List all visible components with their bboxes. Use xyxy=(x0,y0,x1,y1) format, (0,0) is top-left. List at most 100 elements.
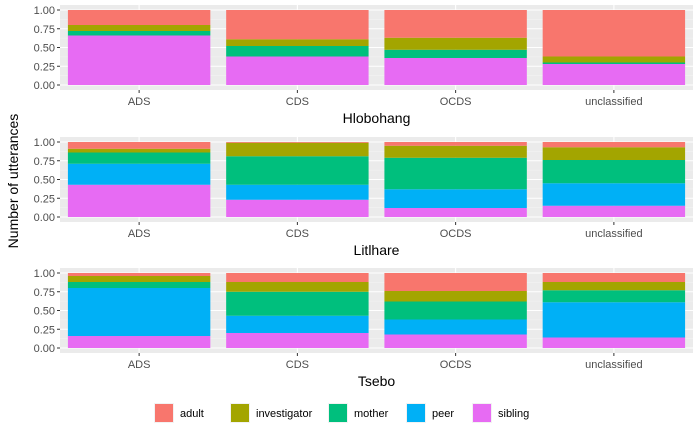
bar-segment-peer-ADS xyxy=(67,163,211,185)
x-axis-label: Hlobohang xyxy=(343,110,411,126)
y-tick-label: 0.75 xyxy=(34,24,55,36)
legend-key-swatch xyxy=(231,404,249,422)
bar-segment-sibling-unclassified xyxy=(542,205,686,217)
x-tick-label: unclassified xyxy=(585,359,642,371)
bar-segment-investigator-CDS xyxy=(226,282,369,292)
bar-segment-mother-OCDS xyxy=(384,157,527,190)
bar-segment-peer-unclassified xyxy=(542,302,686,338)
y-tick-label: 1.00 xyxy=(34,268,55,280)
legend-key-swatch xyxy=(155,404,173,422)
y-tick-label: 0.75 xyxy=(34,287,55,299)
y-tick-label: 0.25 xyxy=(34,193,55,205)
bar-segment-adult-CDS xyxy=(226,273,369,282)
legend-item-adult: adult xyxy=(154,403,204,423)
bar-segment-mother-unclassified xyxy=(542,160,686,184)
x-tick-label: OCDS xyxy=(440,228,472,240)
bar-segment-mother-ADS xyxy=(67,31,211,36)
bar-segment-sibling-ADS xyxy=(67,336,211,348)
bar-segment-adult-ADS xyxy=(67,142,211,149)
legend-label: sibling xyxy=(498,408,529,420)
legend-key-swatch xyxy=(473,404,491,422)
y-tick-label: 0.25 xyxy=(34,61,55,73)
x-axis-label: Tsebo xyxy=(358,373,396,389)
bar-segment-sibling-OCDS xyxy=(384,208,527,217)
bar-segment-investigator-ADS xyxy=(67,276,211,282)
bar-segment-peer-OCDS xyxy=(384,189,527,208)
bar-segment-mother-CDS xyxy=(226,156,369,185)
bar-segment-sibling-CDS xyxy=(226,56,369,85)
y-tick-label: 0.50 xyxy=(34,43,55,55)
x-tick-label: OCDS xyxy=(440,359,472,371)
y-tick-label: 0.75 xyxy=(34,156,55,168)
y-tick-label: 1.00 xyxy=(34,5,55,17)
bar-segment-investigator-CDS xyxy=(226,39,369,46)
bar-segment-sibling-ADS xyxy=(67,184,211,217)
bar-segment-adult-ADS xyxy=(67,10,211,25)
bar-segment-sibling-unclassified xyxy=(542,64,686,85)
legend-key-swatch xyxy=(407,404,425,422)
bar-segment-sibling-ADS xyxy=(67,35,211,85)
bar-segment-sibling-OCDS xyxy=(384,58,527,85)
bar-segment-investigator-ADS xyxy=(67,148,211,153)
bar-segment-mother-CDS xyxy=(226,291,369,316)
facet-panels: 0.00 0.25 0.50 0.75 1.00 ADS CDS OCDS unclassifi… xyxy=(34,5,693,389)
bar-segment-mother-OCDS xyxy=(384,49,527,58)
bar-segment-sibling-unclassified xyxy=(542,337,686,348)
legend-item-mother: mother xyxy=(328,403,389,423)
x-tick-label: unclassified xyxy=(585,228,642,240)
y-tick-label: 0.00 xyxy=(34,80,55,92)
y-tick-label: 0.25 xyxy=(34,324,55,336)
bar-segment-mother-CDS xyxy=(226,46,369,57)
x-tick-label: ADS xyxy=(128,359,151,371)
bar-segment-investigator-CDS xyxy=(226,142,369,157)
legend-label: peer xyxy=(432,408,454,420)
x-tick-label: CDS xyxy=(286,228,309,240)
x-axis-label: Litlhare xyxy=(354,242,400,258)
x-tick-label: ADS xyxy=(128,228,151,240)
x-tick-label: unclassified xyxy=(585,96,642,108)
bar-segment-sibling-CDS xyxy=(226,199,369,217)
y-tick-label: 0.00 xyxy=(34,212,55,224)
legend-key-swatch xyxy=(329,404,347,422)
bar-segment-adult-unclassified xyxy=(542,142,686,148)
bar-segment-adult-unclassified xyxy=(542,10,686,57)
legend-label: investigator xyxy=(256,408,313,420)
bar-segment-peer-CDS xyxy=(226,184,369,200)
legend: adult investigator mother peer sibling xyxy=(154,403,529,423)
bar-segment-adult-OCDS xyxy=(384,142,527,146)
legend-item-peer: peer xyxy=(406,403,454,423)
bar-segment-adult-OCDS xyxy=(384,10,527,38)
y-tick-label: 0.50 xyxy=(34,175,55,187)
bar-segment-adult-OCDS xyxy=(384,273,527,291)
legend-item-investigator: investigator xyxy=(230,403,313,423)
bar-segment-mother-ADS xyxy=(67,152,211,164)
bar-segment-investigator-OCDS xyxy=(384,37,527,50)
bar-segment-mother-OCDS xyxy=(384,301,527,320)
y-tick-label: 0.00 xyxy=(34,343,55,355)
x-tick-label: CDS xyxy=(286,359,309,371)
bar-segment-mother-unclassified xyxy=(542,62,686,64)
panel-2: 0.00 0.25 0.50 0.75 1.00 ADS CDS OCDS unclassifi… xyxy=(34,268,693,389)
bar-segment-peer-OCDS xyxy=(384,319,527,335)
bar-segment-mother-ADS xyxy=(67,282,211,288)
bar-segment-sibling-OCDS xyxy=(384,334,527,348)
bar-segment-adult-ADS xyxy=(67,273,211,276)
bar-segment-peer-CDS xyxy=(226,315,369,333)
bar-segment-peer-unclassified xyxy=(542,183,686,206)
y-tick-label: 1.00 xyxy=(34,137,55,149)
bar-segment-sibling-CDS xyxy=(226,333,369,348)
bar-segment-adult-CDS xyxy=(226,10,369,40)
bar-segment-investigator-OCDS xyxy=(384,145,527,158)
bar-segment-investigator-unclassified xyxy=(542,282,686,291)
bar-segment-adult-unclassified xyxy=(542,273,686,282)
bar-segment-investigator-unclassified xyxy=(542,147,686,160)
x-tick-label: OCDS xyxy=(440,96,472,108)
y-tick-label: 0.50 xyxy=(34,306,55,318)
panel-0: 0.00 0.25 0.50 0.75 1.00 ADS CDS OCDS unclassifi… xyxy=(34,5,693,126)
legend-label: mother xyxy=(354,408,389,420)
y-axis-label: Number of utterances xyxy=(5,114,21,249)
bar-segment-adult-CDS xyxy=(226,142,369,143)
panel-1: 0.00 0.25 0.50 0.75 1.00 ADS CDS OCDS unclassifi… xyxy=(34,137,693,258)
legend-item-sibling: sibling xyxy=(472,403,529,423)
